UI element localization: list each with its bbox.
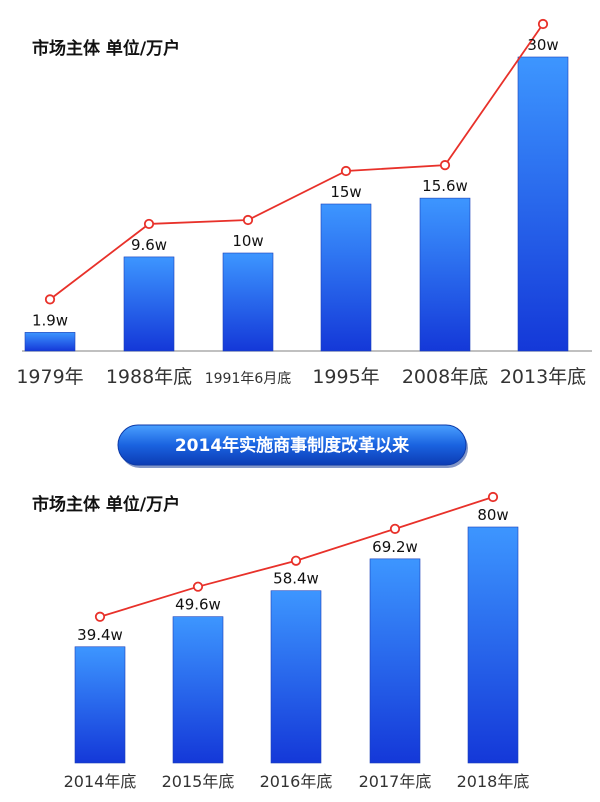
chart-top-trend-line <box>49 23 544 301</box>
chart-bottom-title: 市场主体 单位/万户 <box>32 494 180 515</box>
chart-top-data-label: 30w <box>527 36 558 54</box>
chart-top-trend-point <box>242 214 254 226</box>
chart-top-trend-point <box>439 160 451 171</box>
chart-bottom: 市场主体 单位/万户 39.4w 49.6w 58.4w 69.2w 80w 2014年… <box>32 491 530 791</box>
chart-top-x-tick: 1991年6月底 <box>205 371 292 387</box>
chart-bottom-trend-point <box>389 523 401 534</box>
chart-bottom-x-tick: 2017年底 <box>359 772 432 791</box>
chart-top-x-tick: 2013年底 <box>500 366 586 388</box>
chart-top-data-label: 9.6w <box>131 236 167 254</box>
chart-bottom-bar <box>467 526 519 764</box>
chart-bottom-bar <box>172 616 224 764</box>
chart-top-trend-point <box>537 18 549 30</box>
chart-bottom-trend-point <box>192 581 204 592</box>
banner-label: 2014年实施商事制度改革以来 <box>175 435 410 456</box>
chart-top-bar <box>419 197 471 352</box>
chart-top-bar <box>24 332 76 352</box>
chart-top-bar <box>222 252 274 352</box>
chart-top-x-tick: 1979年 <box>16 366 83 388</box>
chart-bottom-x-tick: 2018年底 <box>457 772 530 791</box>
chart-top-x-tick: 1995年 <box>312 366 379 388</box>
chart-bottom-trend-point <box>94 611 106 622</box>
chart-top-x-tick: 1988年底 <box>106 366 192 388</box>
chart-top-title: 市场主体 单位/万户 <box>32 38 180 59</box>
chart-top: 市场主体 单位/万户 1.9w 9.6w 10w 15w 15.6w 30w 1979年 1… <box>16 18 592 388</box>
chart-top-bar <box>517 56 569 352</box>
chart-bottom-x-tick: 2016年底 <box>260 772 333 791</box>
chart-bottom-trend-point <box>487 491 499 503</box>
chart-bottom-x-tick: 2014年底 <box>64 772 137 791</box>
chart-top-data-label: 1.9w <box>32 311 68 329</box>
chart-bottom-bar <box>369 558 421 764</box>
chart-bottom-x-tick: 2015年底 <box>162 772 235 791</box>
chart-bottom-bar <box>74 646 126 764</box>
chart-top-bar <box>320 203 372 352</box>
chart-top-trend-point <box>143 218 155 230</box>
banner-pill <box>117 424 467 466</box>
chart-top-data-label: 15.6w <box>422 177 468 195</box>
chart-top-data-label: 15w <box>330 183 361 201</box>
chart-top-trend-point <box>340 165 352 177</box>
banner: 2014年实施商事制度改革以来 <box>117 424 468 468</box>
chart-bottom-bar <box>270 590 322 764</box>
chart-bottom-data-label: 80w <box>477 506 508 524</box>
chart-top-data-label: 10w <box>232 232 263 250</box>
chart-top-trend-point <box>44 294 56 305</box>
chart-top-bar <box>123 256 175 352</box>
chart-top-x-tick: 2008年底 <box>402 366 488 388</box>
chart-bottom-data-label: 69.2w <box>372 538 418 556</box>
chart-bottom-data-label: 49.6w <box>175 596 221 614</box>
chart-bottom-data-label: 58.4w <box>273 570 319 588</box>
chart-bottom-trend-point <box>290 555 302 566</box>
chart-bottom-data-label: 39.4w <box>77 626 123 644</box>
